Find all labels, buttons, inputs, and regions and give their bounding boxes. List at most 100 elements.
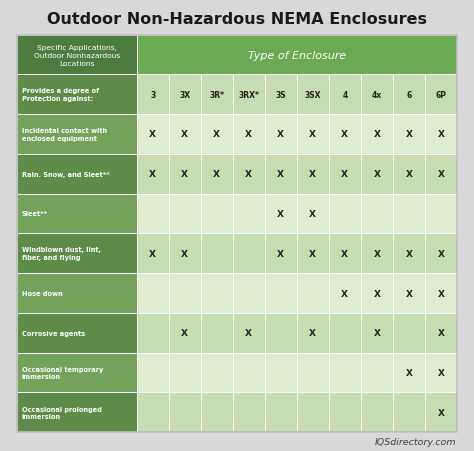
- Text: 4x: 4x: [372, 90, 382, 99]
- Bar: [233, 75, 265, 115]
- Bar: [329, 194, 361, 234]
- Bar: [233, 313, 265, 353]
- Bar: [361, 313, 393, 353]
- Bar: [329, 154, 361, 194]
- Text: 4: 4: [342, 90, 347, 99]
- Bar: [17, 75, 137, 115]
- Bar: [17, 393, 137, 433]
- Text: Hose down: Hose down: [22, 290, 63, 296]
- Text: X: X: [405, 170, 412, 179]
- Bar: [137, 194, 169, 234]
- Bar: [297, 194, 329, 234]
- Text: X: X: [277, 249, 284, 258]
- Text: X: X: [277, 130, 284, 139]
- Bar: [361, 194, 393, 234]
- Bar: [233, 393, 265, 433]
- Text: X: X: [374, 130, 380, 139]
- Bar: [201, 154, 233, 194]
- Bar: [17, 353, 137, 393]
- Bar: [169, 115, 201, 154]
- Bar: [17, 313, 137, 353]
- Bar: [393, 234, 425, 273]
- Bar: [137, 273, 169, 313]
- Bar: [233, 115, 265, 154]
- Bar: [393, 313, 425, 353]
- Bar: [297, 313, 329, 353]
- Text: X: X: [438, 249, 444, 258]
- Bar: [329, 273, 361, 313]
- Bar: [233, 273, 265, 313]
- Bar: [425, 194, 457, 234]
- Bar: [361, 353, 393, 393]
- Text: Incidental contact with
enclosed equipment: Incidental contact with enclosed equipme…: [22, 128, 107, 141]
- Bar: [425, 273, 457, 313]
- Text: X: X: [245, 130, 252, 139]
- Text: X: X: [213, 130, 220, 139]
- Text: 6: 6: [406, 90, 411, 99]
- Text: Type of Enclosure: Type of Enclosure: [248, 51, 346, 60]
- Bar: [17, 234, 137, 273]
- Text: X: X: [341, 289, 348, 298]
- Bar: [17, 36, 137, 75]
- Text: X: X: [438, 130, 444, 139]
- Text: Sleet**: Sleet**: [22, 211, 48, 217]
- Bar: [17, 273, 137, 313]
- Bar: [137, 115, 169, 154]
- Text: X: X: [374, 170, 380, 179]
- Bar: [233, 194, 265, 234]
- Text: 3: 3: [150, 90, 155, 99]
- Text: X: X: [341, 249, 348, 258]
- Bar: [361, 75, 393, 115]
- Bar: [201, 194, 233, 234]
- Text: 3X: 3X: [179, 90, 190, 99]
- Text: IQSdirectory.com: IQSdirectory.com: [375, 437, 457, 446]
- Bar: [169, 234, 201, 273]
- Bar: [425, 234, 457, 273]
- Bar: [361, 273, 393, 313]
- Text: X: X: [405, 130, 412, 139]
- Bar: [137, 234, 169, 273]
- Bar: [169, 353, 201, 393]
- Bar: [137, 393, 169, 433]
- Bar: [201, 75, 233, 115]
- Text: X: X: [310, 329, 316, 337]
- Text: X: X: [181, 329, 188, 337]
- Bar: [297, 154, 329, 194]
- Bar: [169, 154, 201, 194]
- Bar: [201, 234, 233, 273]
- Text: 6P: 6P: [435, 90, 447, 99]
- Bar: [17, 115, 137, 154]
- Bar: [329, 75, 361, 115]
- Bar: [169, 313, 201, 353]
- Bar: [425, 393, 457, 433]
- Text: X: X: [374, 289, 380, 298]
- Bar: [233, 234, 265, 273]
- Text: Occasional prolonged
immersion: Occasional prolonged immersion: [22, 406, 101, 419]
- Bar: [329, 115, 361, 154]
- Text: X: X: [438, 368, 444, 377]
- Text: 3S: 3S: [275, 90, 286, 99]
- Text: X: X: [149, 130, 156, 139]
- Bar: [297, 353, 329, 393]
- Text: Windblown dust, lint,
fiber, and flying: Windblown dust, lint, fiber, and flying: [22, 247, 101, 260]
- Bar: [425, 75, 457, 115]
- Bar: [425, 353, 457, 393]
- Bar: [297, 234, 329, 273]
- Bar: [329, 393, 361, 433]
- Text: Provides a degree of
Protection against:: Provides a degree of Protection against:: [22, 88, 99, 101]
- Text: X: X: [181, 130, 188, 139]
- Text: X: X: [341, 170, 348, 179]
- Bar: [17, 36, 457, 433]
- Bar: [393, 353, 425, 393]
- Bar: [393, 393, 425, 433]
- Text: X: X: [341, 130, 348, 139]
- Bar: [393, 194, 425, 234]
- Bar: [297, 273, 329, 313]
- Text: 3RX*: 3RX*: [238, 90, 259, 99]
- Bar: [393, 75, 425, 115]
- Bar: [17, 154, 137, 194]
- Bar: [265, 115, 297, 154]
- Bar: [201, 273, 233, 313]
- Text: X: X: [310, 170, 316, 179]
- Bar: [361, 115, 393, 154]
